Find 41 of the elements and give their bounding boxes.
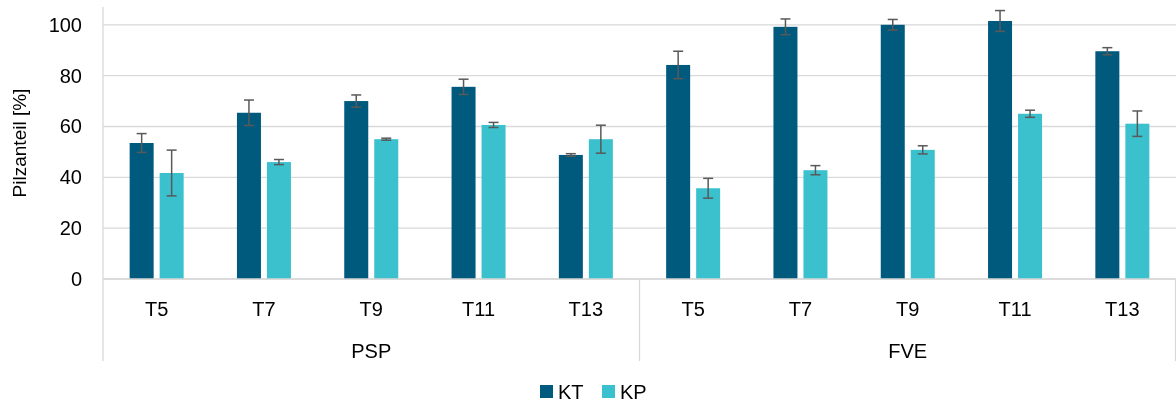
y-tick-label: 100 — [48, 13, 82, 36]
x-tick-label: T11 — [462, 298, 496, 320]
y-tick-label: 80 — [59, 64, 82, 87]
legend-label: KP — [620, 381, 647, 403]
text: FVE — [888, 340, 928, 362]
x-tick-label: T7 — [252, 298, 276, 320]
y-tick-label: 60 — [59, 115, 82, 138]
bar — [773, 26, 798, 279]
bar — [129, 143, 154, 279]
y-tick-label: 20 — [59, 217, 82, 240]
x-tick-label: T5 — [681, 298, 705, 320]
bar — [1018, 113, 1043, 279]
y-tick-label: 40 — [59, 166, 82, 189]
bar — [374, 139, 399, 279]
bar — [266, 162, 291, 279]
bar — [451, 86, 476, 279]
x-tick-label: T13 — [1105, 298, 1140, 320]
bar — [803, 170, 828, 279]
bar — [880, 24, 905, 279]
legend-label: KT — [558, 381, 584, 403]
x-tick-label: T5 — [144, 298, 169, 320]
bar — [558, 154, 583, 279]
bar — [236, 112, 261, 279]
bar — [696, 188, 721, 279]
x-tick-label: T9 — [359, 298, 383, 320]
bar — [588, 139, 613, 279]
bar — [481, 124, 506, 279]
y-tick-label: 0 — [70, 268, 82, 290]
bar — [159, 173, 184, 279]
bar — [1125, 123, 1150, 279]
bar — [666, 64, 691, 279]
x-tick-label: T7 — [788, 298, 813, 320]
x-tick-label: T13 — [568, 298, 604, 320]
bar — [910, 149, 935, 279]
bar — [988, 20, 1013, 279]
text: PSP — [351, 340, 392, 362]
bar — [1095, 51, 1120, 279]
bar — [344, 101, 369, 279]
y-axis-title: Pilzanteil [%] — [9, 88, 30, 198]
x-tick-label: T9 — [896, 298, 920, 320]
x-tick-label: T11 — [998, 298, 1032, 320]
